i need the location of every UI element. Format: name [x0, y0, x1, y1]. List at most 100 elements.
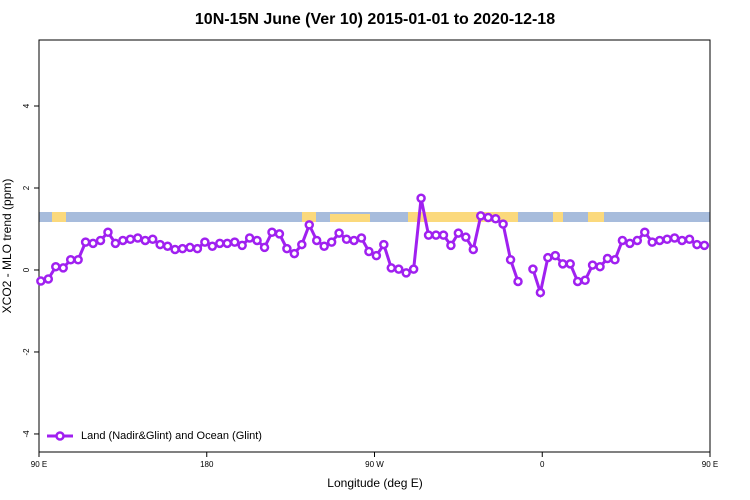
- data-point: [453, 228, 464, 238]
- data-point: [692, 239, 702, 250]
- data-point: [468, 244, 479, 255]
- data-point: [155, 239, 165, 250]
- land-patch: [52, 212, 66, 222]
- data-point: [103, 227, 113, 238]
- data-point: [379, 239, 389, 250]
- data-point: [185, 242, 195, 253]
- data-point: [572, 276, 583, 287]
- data-point: [207, 241, 218, 251]
- data-point: [88, 238, 98, 249]
- data-point: [356, 233, 367, 243]
- data-point: [282, 243, 292, 254]
- data-point: [580, 275, 590, 285]
- land-patch: [302, 212, 316, 222]
- data-point: [319, 241, 329, 251]
- data-point: [543, 252, 553, 263]
- data-point: [125, 234, 136, 244]
- land-patch: [408, 212, 518, 222]
- data-point: [244, 233, 255, 243]
- data-point: [200, 237, 210, 247]
- legend-marker: [55, 431, 65, 441]
- data-point: [423, 230, 434, 240]
- ocean-band: [39, 212, 710, 222]
- x-tick-label: 90 W: [365, 460, 384, 469]
- data-point: [267, 227, 277, 238]
- x-tick-label: 90 E: [702, 460, 718, 469]
- data-point: [684, 234, 695, 244]
- data-point: [662, 234, 672, 244]
- data-point: [110, 238, 121, 249]
- data-point: [550, 250, 561, 261]
- data-point: [446, 240, 456, 251]
- data-point: [625, 238, 635, 249]
- data-point: [602, 253, 613, 264]
- data-point: [677, 235, 687, 246]
- data-point: [408, 264, 419, 274]
- data-point: [36, 276, 46, 286]
- y-axis-label: XCO2 - MLO trend (ppm): [0, 179, 14, 314]
- data-point: [192, 243, 203, 254]
- data-point: [393, 264, 404, 274]
- y-tick-label: -4: [22, 430, 31, 438]
- data-point: [73, 254, 83, 265]
- data-point: [58, 263, 68, 273]
- y-tick-label: 4: [22, 103, 31, 108]
- data-point: [632, 235, 643, 246]
- data-point: [513, 276, 523, 287]
- data-point: [438, 230, 449, 240]
- data-point: [565, 259, 575, 269]
- data-point: [177, 243, 188, 254]
- data-point: [490, 213, 501, 224]
- data-point: [229, 237, 240, 247]
- data-point: [341, 234, 352, 244]
- land-patch: [330, 214, 370, 222]
- x-tick-label: 90 E: [31, 460, 47, 469]
- data-point: [43, 274, 54, 284]
- data-point: [304, 220, 315, 230]
- data-point: [311, 235, 322, 246]
- data-point: [51, 261, 61, 272]
- data-point: [222, 238, 233, 249]
- data-point: [147, 234, 158, 244]
- data-point: [140, 235, 150, 246]
- data-point: [669, 233, 680, 243]
- data-point: [475, 211, 486, 221]
- surface-band: [39, 212, 710, 222]
- land-patch: [553, 212, 563, 222]
- data-point: [386, 263, 397, 273]
- data-point: [558, 259, 568, 269]
- data-point: [595, 261, 605, 272]
- data-point: [371, 250, 382, 261]
- data-point: [334, 228, 344, 238]
- data-point: [699, 240, 710, 251]
- data-point: [274, 229, 285, 239]
- data-point: [587, 260, 598, 270]
- y-tick-label: 2: [22, 185, 31, 190]
- data-point: [483, 212, 493, 223]
- data-point: [215, 238, 225, 249]
- data-point: [535, 287, 546, 298]
- x-tick-label: 180: [200, 460, 214, 469]
- data-point: [505, 254, 516, 265]
- data-point: [528, 264, 538, 274]
- data-point: [610, 254, 620, 265]
- land-patch: [588, 212, 604, 222]
- data-point: [654, 235, 665, 246]
- data-point: [133, 233, 143, 243]
- data-point: [297, 239, 307, 250]
- data-point: [364, 246, 374, 257]
- y-tick-label: -2: [22, 348, 31, 356]
- data-point: [289, 248, 300, 259]
- data-point: [326, 237, 337, 247]
- data-point: [647, 237, 657, 247]
- data-point: [95, 235, 106, 246]
- data-point: [416, 193, 426, 203]
- data-point: [349, 235, 359, 246]
- data-point: [237, 240, 247, 251]
- data-point: [65, 254, 76, 265]
- data-point: [617, 235, 628, 246]
- data-point: [461, 232, 471, 242]
- data-point: [252, 235, 262, 246]
- data-point: [162, 241, 173, 251]
